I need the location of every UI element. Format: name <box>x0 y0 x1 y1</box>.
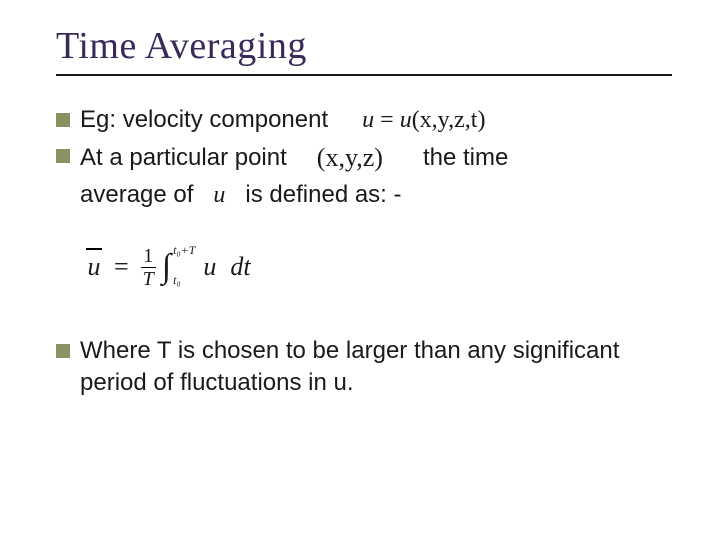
math-xyz: (x,y,z) <box>317 140 383 175</box>
equation-time-average: u = 1 T ∫ t₀+T t₀ u dt <box>86 246 672 289</box>
bullet-3-text: Where T is chosen to be larger than any … <box>80 335 646 400</box>
bullet-2-cont-suffix: is defined as: - <box>245 179 401 211</box>
slide: Time Averaging Eg: velocity component u … <box>0 0 720 540</box>
bullet-2-suffix: the time <box>423 142 508 174</box>
math-frac-1-over-T: 1 T <box>141 246 156 289</box>
bullet-1-content: Eg: velocity component u = u(x,y,z,t) <box>80 104 491 136</box>
bullet-icon <box>56 113 70 127</box>
bullet-icon <box>56 149 70 163</box>
title-underline: Time Averaging <box>56 24 672 76</box>
equals-sign: = <box>114 252 129 282</box>
math-u: u <box>213 179 225 211</box>
math-u-equals: u = u(x,y,z,t) <box>362 104 485 136</box>
bullet-3: Where T is chosen to be larger than any … <box>56 335 646 400</box>
integral-icon: ∫ <box>162 248 171 286</box>
math-integrand: u <box>203 252 216 282</box>
math-dt: dt <box>230 252 250 282</box>
bullet-1-text: Eg: velocity component <box>80 104 328 136</box>
bullet-2: At a particular point (x,y,z) the time <box>56 140 672 175</box>
bullet-2-continuation: average of u is defined as: - <box>80 179 672 211</box>
slide-title: Time Averaging <box>56 24 672 68</box>
bullet-1: Eg: velocity component u = u(x,y,z,t) <box>56 104 672 136</box>
bullet-2-cont-prefix: average of <box>80 179 193 211</box>
math-ubar: u <box>86 252 102 282</box>
bullet-2-prefix: At a particular point <box>80 142 287 174</box>
integral-limits: t₀+T t₀ <box>173 244 195 286</box>
bullet-icon <box>56 344 70 358</box>
bullet-2-content: At a particular point (x,y,z) the time <box>80 140 508 175</box>
